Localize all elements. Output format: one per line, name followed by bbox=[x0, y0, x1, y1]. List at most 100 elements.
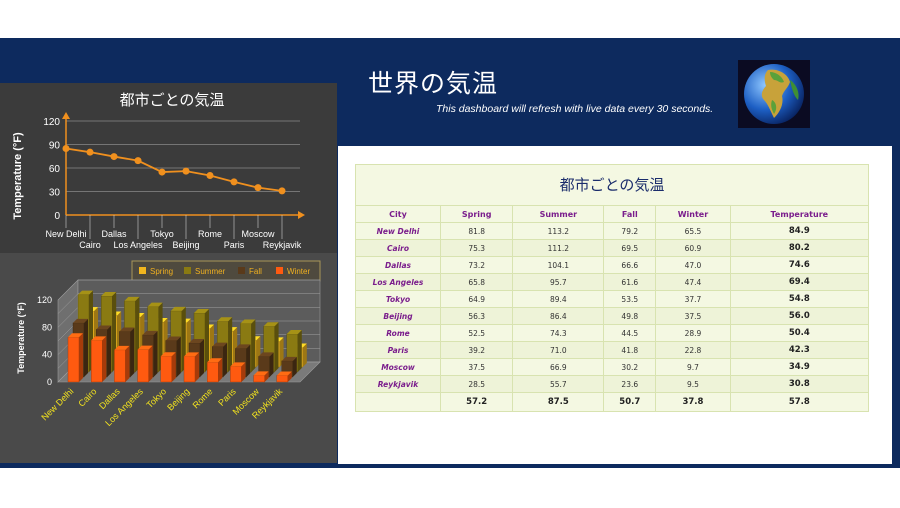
bar-winter bbox=[183, 352, 199, 383]
bar-summer bbox=[263, 322, 279, 373]
line-chart-y-axis-label: Temperature (°F) bbox=[12, 132, 24, 220]
table-cell: 55.7 bbox=[512, 375, 605, 393]
table-cell: 39.2 bbox=[439, 341, 514, 359]
table-cell: 86.4 bbox=[512, 307, 605, 325]
bar-y-tick-label: 80 bbox=[42, 322, 52, 332]
legend-label: Winter bbox=[287, 267, 310, 276]
table-cell: 44.5 bbox=[603, 324, 657, 342]
line-x-tick-label: Beijing bbox=[172, 240, 199, 250]
city-cell: Beijing bbox=[355, 307, 441, 325]
table-cell: 56.3 bbox=[439, 307, 514, 325]
legend-swatch bbox=[238, 267, 245, 274]
table-cell: 66.6 bbox=[603, 256, 657, 274]
column-header: Summer bbox=[512, 205, 605, 223]
bar-x-tick-label: New Delhi bbox=[39, 386, 75, 422]
line-y-tick-label: 60 bbox=[49, 164, 61, 175]
table-cell: 61.6 bbox=[603, 273, 657, 291]
bar-y-tick-label: 40 bbox=[42, 350, 52, 360]
table-cell: 81.8 bbox=[439, 222, 514, 240]
total-cell: 50.7 bbox=[603, 392, 657, 412]
city-cell: Cairo bbox=[355, 239, 441, 257]
total-cell: 57.8 bbox=[729, 392, 870, 412]
bar-chart-legend: Spring Summer Fall Winter bbox=[131, 260, 321, 282]
legend-swatch bbox=[276, 267, 283, 274]
line-x-tick-label: Cairo bbox=[79, 240, 101, 250]
line-x-tick-label: Moscow bbox=[241, 229, 275, 239]
temperature-cell: 54.8 bbox=[729, 290, 870, 308]
table-cell: 111.2 bbox=[512, 239, 605, 257]
table-row: Rome 52.5 74.3 44.5 28.9 50.4 bbox=[355, 324, 870, 342]
city-cell: Rome bbox=[355, 324, 441, 342]
bar-x-tick-label: Tokyo bbox=[145, 386, 169, 410]
table-row: Moscow 37.5 66.9 30.2 9.7 34.9 bbox=[355, 358, 870, 376]
table-cell: 74.3 bbox=[512, 324, 605, 342]
temperature-cell: 30.8 bbox=[729, 375, 870, 393]
bar-winter bbox=[276, 371, 292, 383]
city-cell: Los Angeles bbox=[355, 273, 441, 291]
legend-label: Fall bbox=[249, 267, 262, 276]
table-row: Cairo 75.3 111.2 69.5 60.9 80.2 bbox=[355, 239, 870, 257]
table-cell: 22.8 bbox=[655, 341, 731, 359]
table-cell: 95.7 bbox=[512, 273, 605, 291]
dashboard-subtitle: This dashboard will refresh with live da… bbox=[436, 103, 714, 115]
table-row: Tokyo 64.9 89.4 53.5 37.7 54.8 bbox=[355, 290, 870, 308]
bar-fall bbox=[258, 352, 274, 378]
bar-gridline bbox=[57, 293, 79, 314]
bar-chart-y-axis-label: Temperature (°F) bbox=[16, 302, 26, 373]
line-x-tick-label: Los Angeles bbox=[113, 240, 163, 250]
table-cell: 37.5 bbox=[439, 358, 514, 376]
table-cell: 79.2 bbox=[603, 222, 657, 240]
x-axis-arrow-icon bbox=[298, 211, 305, 219]
column-header: Fall bbox=[603, 205, 657, 223]
total-cell: 37.8 bbox=[655, 392, 731, 412]
line-data-point bbox=[86, 148, 94, 156]
table-cell: 30.2 bbox=[603, 358, 657, 376]
temperature-cell: 50.4 bbox=[729, 324, 870, 342]
legend-swatch bbox=[139, 267, 146, 274]
table-cell: 37.5 bbox=[655, 307, 731, 325]
bar-chart-panel: Spring Summer Fall Winter Temperature (°F) … bbox=[0, 253, 337, 463]
legend-label: Summer bbox=[195, 267, 226, 276]
line-chart-title: 都市ごとの気温 bbox=[120, 92, 225, 109]
table-row: Los Angeles 65.8 95.7 61.6 47.4 69.4 bbox=[355, 273, 870, 291]
column-header: Winter bbox=[655, 205, 731, 223]
table-cell: 28.9 bbox=[655, 324, 731, 342]
bar-winter bbox=[253, 371, 269, 383]
table-cell: 47.4 bbox=[655, 273, 731, 291]
total-cell: 57.2 bbox=[439, 392, 514, 412]
line-data-point bbox=[182, 167, 190, 175]
table-row: Beijing 56.3 86.4 49.8 37.5 56.0 bbox=[355, 307, 870, 325]
table-cell: 104.1 bbox=[512, 256, 605, 274]
temperature-table: 都市ごとの気温 City Spring Summer Fall Winter Temper… bbox=[355, 164, 870, 412]
line-data-point bbox=[158, 168, 166, 176]
line-y-tick-label: 120 bbox=[43, 117, 60, 128]
bar-winter bbox=[137, 345, 153, 383]
table-cell: 66.9 bbox=[512, 358, 605, 376]
table-row: Dallas 73.2 104.1 66.6 47.0 74.6 bbox=[355, 256, 870, 274]
dashboard-title: 世界の気温 bbox=[368, 69, 499, 98]
temperature-cell: 56.0 bbox=[729, 307, 870, 325]
temperature-cell: 74.6 bbox=[729, 256, 870, 274]
bar-gridline bbox=[57, 307, 79, 328]
line-data-point bbox=[230, 178, 238, 186]
bar-x-tick-label: Cairo bbox=[76, 386, 98, 408]
line-x-tick-label: Dallas bbox=[101, 229, 127, 239]
totals-row: 57.2 87.5 50.7 37.8 57.8 bbox=[355, 392, 870, 412]
temperature-cell: 84.9 bbox=[729, 222, 870, 240]
temperature-cell: 69.4 bbox=[729, 273, 870, 291]
bar-winter bbox=[206, 358, 223, 383]
table-cell: 71.0 bbox=[512, 341, 605, 359]
line-x-tick-label: Reykjavik bbox=[263, 240, 302, 250]
line-data-point bbox=[62, 144, 70, 152]
bar-winter bbox=[160, 352, 176, 383]
column-header: Spring bbox=[439, 205, 514, 223]
column-header: City bbox=[355, 205, 441, 223]
table-cell: 52.5 bbox=[439, 324, 514, 342]
table-row: Paris 39.2 71.0 41.8 22.8 42.3 bbox=[355, 341, 870, 359]
bar-chart: Spring Summer Fall Winter Temperature (°F) … bbox=[16, 260, 321, 428]
table-cell: 47.0 bbox=[655, 256, 731, 274]
line-data-point bbox=[254, 184, 262, 192]
table-cell: 73.2 bbox=[439, 256, 514, 274]
line-x-tick-label: Tokyo bbox=[150, 229, 174, 239]
city-cell: Paris bbox=[355, 341, 441, 359]
